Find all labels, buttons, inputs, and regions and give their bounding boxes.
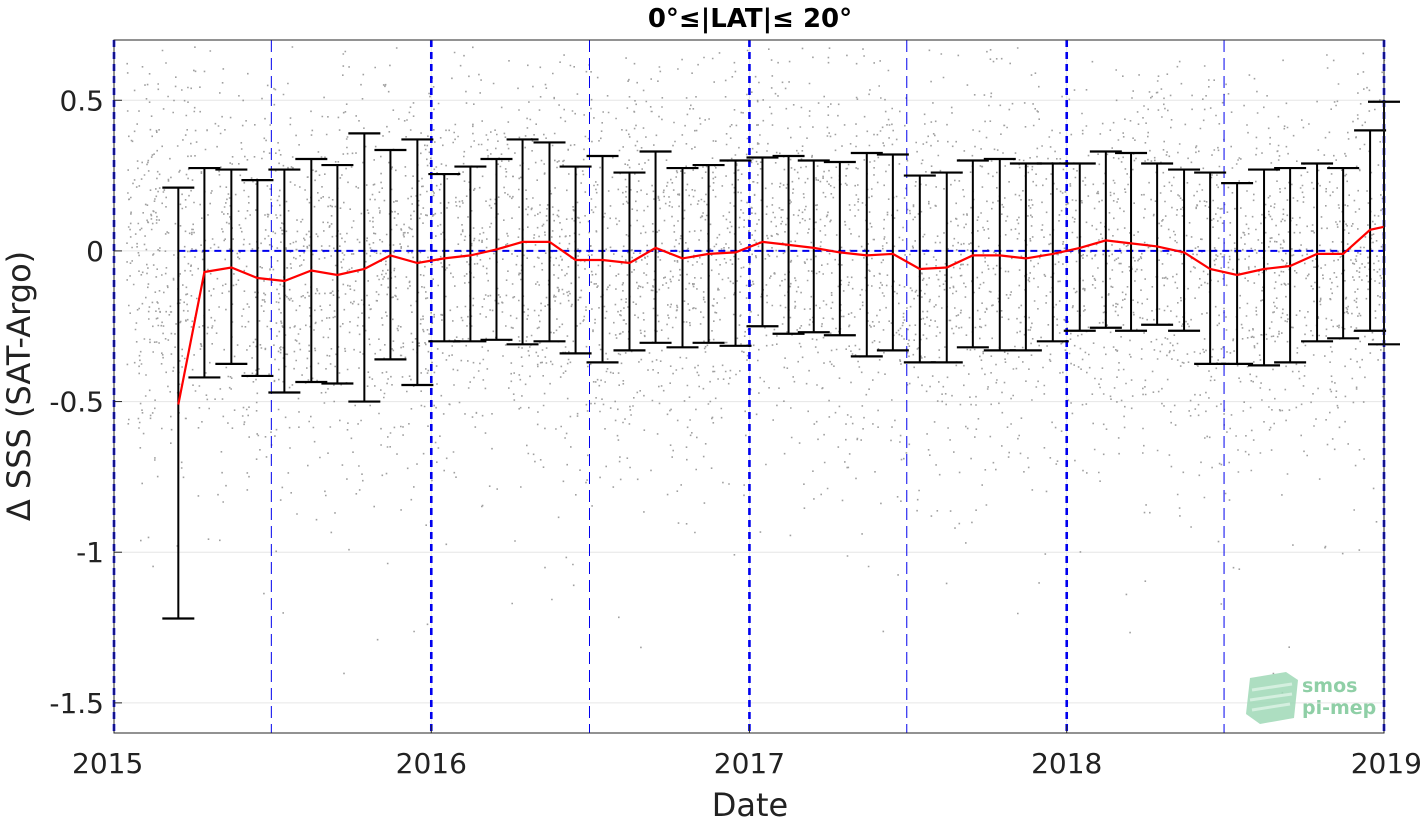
x-tick-label: 2019: [1351, 747, 1422, 780]
x-tick-label: 2017: [714, 747, 785, 780]
error-bar: [797, 159, 830, 334]
y-tick-label: 0: [86, 235, 104, 268]
error-bar: [1009, 162, 1042, 352]
y-tick-label: -1: [76, 536, 104, 569]
smos-pi-mep-logo: smos pi-mep: [1246, 672, 1376, 724]
error-bar: [348, 132, 381, 403]
y-tick-label: 0.5: [59, 84, 104, 117]
error-bar: [1036, 162, 1069, 343]
y-axis-label: Δ SSS (SAT-Argo): [0, 251, 38, 521]
median-line: [177, 225, 1385, 405]
logo-emblem-stripes: [1249, 682, 1293, 712]
x-tick-label: 2018: [1031, 747, 1102, 780]
chart-title: 0°≤|LAT|≤ 20°: [648, 4, 852, 34]
axis-ticks: 0.5 0 -0.5 -1 -1.5 2015 2016 2017 2018 2019: [49, 84, 1422, 780]
error-bar: [1141, 162, 1174, 326]
logo-line1: smos: [1302, 675, 1357, 697]
error-bar: [1221, 182, 1254, 366]
error-bar: [613, 171, 646, 352]
error-bar: [876, 153, 909, 352]
error-bar: [823, 160, 856, 337]
x-tick-label: 2015: [72, 747, 143, 780]
y-tick-label: -1.5: [49, 687, 104, 720]
error-bar: [1115, 151, 1148, 332]
error-bar: [1168, 168, 1201, 332]
x-axis-label: Date: [712, 786, 788, 819]
error-bar: [956, 159, 989, 349]
logo-line2: pi-mep: [1302, 697, 1376, 719]
x-tick-label: 2016: [396, 747, 467, 780]
error-bar: [1248, 168, 1281, 367]
y-tick-label: -0.5: [49, 386, 104, 419]
median-series-line: [177, 225, 1385, 405]
error-bar: [1301, 162, 1334, 343]
error-bar: [454, 165, 487, 343]
